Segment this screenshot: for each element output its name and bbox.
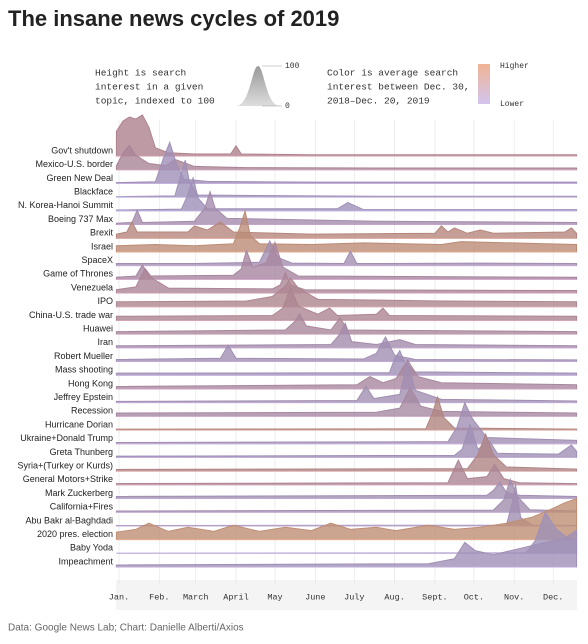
- legend-text: 2018–Dec. 20, 2019: [327, 96, 430, 107]
- legend-low: Lower: [500, 100, 524, 109]
- x-tick-label: Oct.: [464, 592, 484, 602]
- row-label: Boeing 737 Max: [48, 214, 114, 224]
- ridge: [115, 220, 578, 239]
- row-label: Blackface: [74, 186, 113, 196]
- row-label: Israel: [91, 241, 113, 251]
- row-label: Baby Yoda: [70, 543, 113, 553]
- row-label: Gov't shutdown: [51, 145, 113, 155]
- legend-ridge: [236, 66, 280, 106]
- x-tick-label: June: [305, 592, 325, 602]
- x-tick-label: April: [223, 592, 249, 602]
- row-label: China-U.S. trade war: [29, 310, 113, 320]
- x-tick-label: Feb.: [149, 592, 169, 602]
- row-label: Mark Zuckerberg: [45, 488, 113, 498]
- ridge: [115, 321, 578, 349]
- x-tick-label: July: [344, 592, 364, 602]
- legend-tick: 0: [285, 102, 290, 111]
- row-label: Brexit: [90, 228, 114, 238]
- row-label: Syria+(Turkey or Kurds): [18, 460, 113, 470]
- ridge: [115, 239, 578, 267]
- color-scale: [478, 64, 490, 104]
- ridge: [115, 422, 578, 458]
- ridge: [115, 481, 578, 499]
- row-label: Green New Deal: [46, 173, 113, 183]
- ridge: [115, 208, 578, 253]
- source: Data: Google News Lab; Chart: Danielle A…: [8, 623, 244, 634]
- row-label: Hurricane Dorian: [45, 419, 113, 429]
- axis-band: [116, 580, 577, 610]
- ridge: [115, 497, 578, 541]
- legend-text: Color is average search: [327, 68, 458, 79]
- ridge: [115, 277, 578, 308]
- row-label: 2020 pres. election: [37, 529, 113, 539]
- ridge: [115, 160, 578, 198]
- row-label: Robert Mueller: [54, 351, 113, 361]
- ridge: [115, 114, 578, 157]
- ridge: [115, 459, 578, 486]
- row-label: Greta Thunberg: [50, 447, 113, 457]
- row-label: Venezuela: [71, 282, 113, 292]
- row-label: IPO: [97, 296, 113, 306]
- row-label: Iran: [97, 337, 113, 347]
- ridge: [115, 286, 578, 321]
- ridge: [115, 386, 578, 417]
- row-label: SpaceX: [81, 255, 113, 265]
- row-label: Ukraine+Donald Trump: [20, 433, 113, 443]
- row-label: Hong Kong: [68, 378, 113, 388]
- ridge: [115, 335, 578, 362]
- chart-title: The insane news cycles of 2019: [8, 6, 339, 31]
- legend-text: topic, indexed to 100: [95, 96, 215, 107]
- x-tick-label: Aug.: [384, 592, 404, 602]
- x-tick-label: May: [267, 592, 282, 602]
- row-label: N. Korea-Hanoi Summit: [18, 200, 114, 210]
- x-tick-label: Sept.: [422, 592, 448, 602]
- row-label: California+Fires: [50, 502, 114, 512]
- ridge: [115, 395, 578, 431]
- ridge: [115, 240, 578, 280]
- legend-text: interest between Dec. 30,: [327, 82, 470, 93]
- row-label: Jeffrey Epstein: [54, 392, 113, 402]
- row-label: Mass shooting: [55, 365, 113, 375]
- row-label: Mexico-U.S. border: [35, 159, 113, 169]
- row-label: General Motors+Strike: [23, 474, 113, 484]
- row-label: Huawei: [83, 323, 113, 333]
- ridge: [115, 349, 578, 376]
- ridge: [115, 401, 578, 445]
- ridge: [115, 359, 578, 390]
- ridge: [115, 529, 578, 568]
- legend-tick: 100: [285, 62, 300, 71]
- ridge: [115, 190, 578, 225]
- legend-high: Higher: [500, 62, 529, 71]
- ridge: [115, 361, 578, 404]
- row-label: Game of Thrones: [43, 269, 113, 279]
- x-tick-label: March: [183, 592, 209, 602]
- ridge: [115, 267, 578, 294]
- x-tick-label: Jan.: [109, 592, 129, 602]
- x-tick-label: Dec.: [543, 592, 563, 602]
- legend-text: Height is search: [95, 68, 186, 79]
- row-label: Impeachment: [58, 556, 113, 566]
- ridge: [115, 432, 578, 472]
- row-label: Abu Bakr al-Baghdadi: [25, 515, 113, 525]
- legend-text: interest in a given: [95, 82, 203, 93]
- x-tick-label: Nov.: [504, 592, 524, 602]
- row-label: Recession: [71, 406, 113, 416]
